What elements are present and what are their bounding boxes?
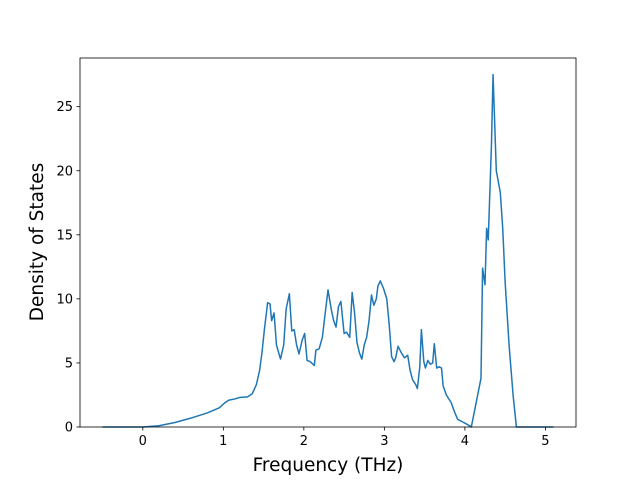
- data-line: [102, 73, 554, 428]
- y-axis-label: Density of States: [27, 163, 48, 322]
- y-tick-label: 5: [65, 356, 73, 371]
- axes-frame: [79, 57, 577, 428]
- x-axis-label: Frequency (THz): [253, 455, 404, 476]
- x-tick-label: 0: [139, 434, 147, 449]
- y-tick-label: 25: [56, 100, 73, 115]
- x-tick-label: 4: [461, 434, 469, 449]
- x-tick-label: 3: [380, 434, 388, 449]
- y-tick-label: 10: [56, 292, 73, 307]
- x-tick-label: 5: [541, 434, 549, 449]
- x-tick-label: 1: [219, 434, 227, 449]
- y-tick-label: 20: [56, 164, 73, 179]
- y-tick-label: 0: [65, 421, 73, 436]
- x-tick-label: 2: [300, 434, 308, 449]
- y-tick-label: 15: [56, 228, 73, 243]
